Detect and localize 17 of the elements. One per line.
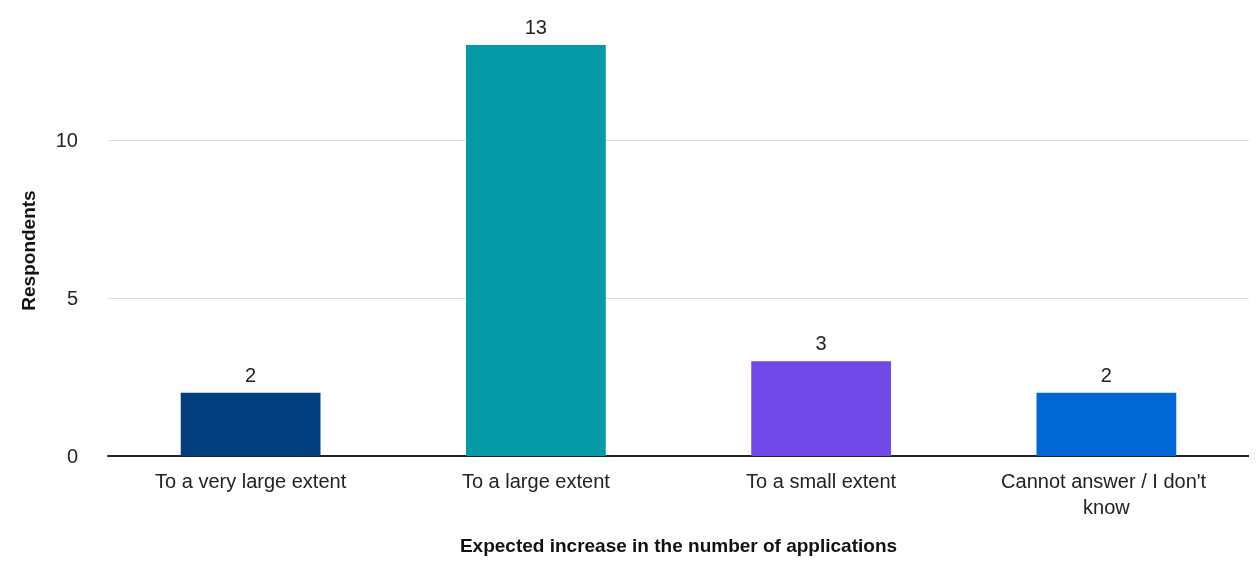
bar bbox=[1036, 392, 1177, 456]
x-tick-label: To a large extent bbox=[461, 470, 611, 492]
data-label: 3 bbox=[815, 332, 827, 355]
x-tick-label: To a small extent bbox=[746, 470, 897, 492]
bar bbox=[180, 392, 321, 456]
y-tick-label: 10 bbox=[55, 128, 78, 151]
bar bbox=[465, 45, 606, 456]
y-axis-title: Respondents bbox=[18, 190, 39, 311]
data-label: 13 bbox=[524, 16, 547, 38]
x-tick-label: Cannot answer / I don't know bbox=[1001, 470, 1212, 518]
data-label: 2 bbox=[1100, 363, 1112, 386]
y-tick-label: 5 bbox=[66, 286, 78, 309]
x-axis-title: Expected increase in the number of applications bbox=[459, 535, 898, 556]
y-tick-label: 0 bbox=[66, 445, 78, 467]
data-label: 2 bbox=[245, 363, 257, 386]
bar bbox=[751, 361, 892, 456]
x-tick-label: To a very large extent bbox=[155, 470, 347, 492]
